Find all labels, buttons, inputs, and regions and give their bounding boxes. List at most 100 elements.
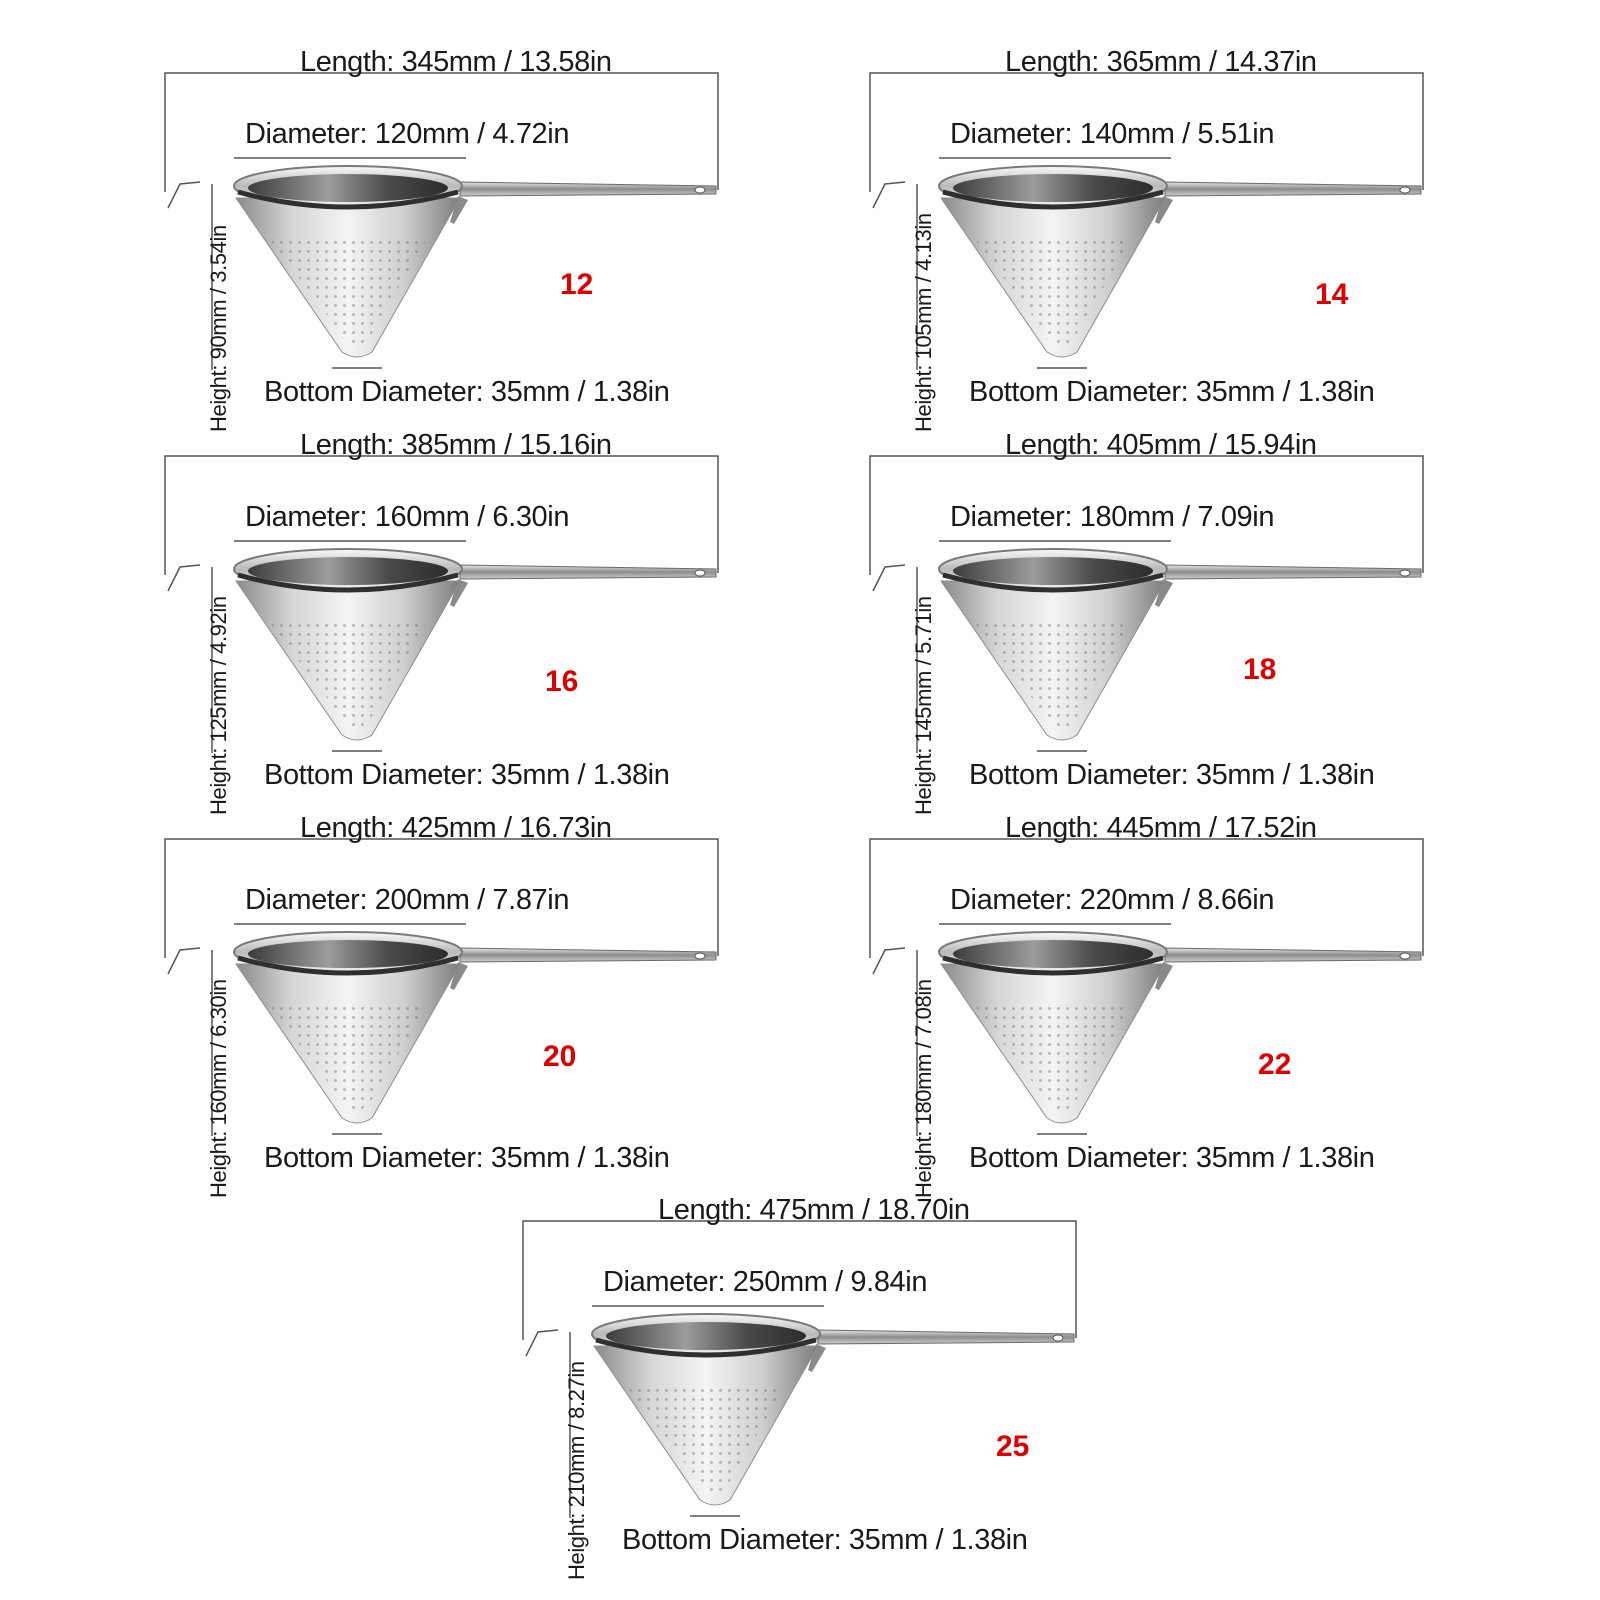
handle	[459, 181, 717, 197]
hanging-hole	[694, 186, 706, 194]
bottom-diameter-label: Bottom Diameter: 35mm / 1.38in	[969, 1142, 1375, 1174]
hanging-hole	[1399, 569, 1411, 577]
height-dimension-corner	[872, 947, 906, 975]
bowl-interior	[953, 940, 1153, 968]
diameter-label: Diameter: 180mm / 7.09in	[950, 501, 1275, 533]
bottom-diameter-label: Bottom Diameter: 35mm / 1.38in	[264, 376, 670, 408]
rest-hook	[1155, 579, 1173, 607]
conical-strainer-icon	[869, 72, 1424, 370]
hanging-hole	[694, 952, 706, 960]
bowl-interior	[248, 174, 448, 202]
size-number: 14	[1315, 278, 1349, 311]
diameter-label: Diameter: 120mm / 4.72in	[245, 118, 570, 150]
rim-band	[942, 572, 1164, 593]
diameter-label: Diameter: 220mm / 8.66in	[950, 884, 1275, 916]
diameter-label: Diameter: 200mm / 7.87in	[245, 884, 570, 916]
length-label: Length: 445mm / 17.52in	[1005, 812, 1317, 844]
bowl-interior	[248, 557, 448, 585]
size-number: 20	[543, 1040, 577, 1073]
rim-band	[942, 189, 1164, 210]
height-label: Height: 125mm / 4.92in	[206, 596, 231, 815]
rest-hook	[1155, 962, 1173, 990]
handle	[459, 564, 717, 580]
handle	[1164, 181, 1422, 197]
handle	[817, 1329, 1075, 1345]
size-panel-18: Length: 405mm / 15.94in Diameter: 180mm …	[865, 423, 1485, 815]
rest-hook	[450, 579, 468, 607]
length-dimension-line	[164, 838, 719, 958]
hanging-hole	[694, 569, 706, 577]
height-label: Height: 105mm / 4.13in	[911, 213, 936, 432]
height-label: Height: 210mm / 8.27in	[564, 1361, 589, 1580]
conical-strainer-icon	[164, 72, 719, 370]
perforation	[270, 240, 426, 344]
size-panel-16: Length: 385mm / 15.16in Diameter: 160mm …	[160, 423, 780, 815]
rest-hook	[808, 1344, 826, 1372]
rest-hook	[450, 962, 468, 990]
handle	[1164, 947, 1422, 963]
rim-band	[237, 572, 459, 593]
bowl-interior	[953, 174, 1153, 202]
height-label: Height: 90mm / 3.54in	[206, 225, 231, 432]
size-number: 12	[560, 268, 594, 301]
height-label: Height: 180mm / 7.08in	[911, 979, 936, 1198]
length-dimension-line	[869, 838, 1424, 958]
length-dimension-line	[869, 72, 1424, 192]
height-dimension-corner	[525, 1329, 559, 1357]
length-label: Length: 365mm / 14.37in	[1005, 46, 1317, 78]
bowl-interior	[953, 557, 1153, 585]
height-dimension-corner	[167, 564, 201, 592]
conical-strainer-icon	[164, 838, 719, 1136]
handle	[459, 947, 717, 963]
bowl-interior	[606, 1322, 806, 1350]
conical-strainer-icon	[522, 1220, 1077, 1518]
height-label: Height: 160mm / 6.30in	[206, 979, 231, 1198]
hanging-hole	[1399, 952, 1411, 960]
rim-band	[237, 189, 459, 210]
length-label: Length: 405mm / 15.94in	[1005, 429, 1317, 461]
rest-hook	[450, 196, 468, 224]
perforation	[975, 1006, 1131, 1110]
size-number: 22	[1258, 1048, 1292, 1081]
length-label: Length: 345mm / 13.58in	[300, 46, 612, 78]
bottom-diameter-label: Bottom Diameter: 35mm / 1.38in	[264, 759, 670, 791]
length-dimension-line	[869, 455, 1424, 575]
height-dimension-corner	[167, 181, 201, 209]
hanging-hole	[1052, 1334, 1064, 1342]
size-panel-20: Length: 425mm / 16.73in Diameter: 200mm …	[160, 806, 780, 1198]
length-label: Length: 425mm / 16.73in	[300, 812, 612, 844]
conical-strainer-icon	[869, 838, 1424, 1136]
diameter-label: Diameter: 250mm / 9.84in	[603, 1266, 928, 1298]
diameter-label: Diameter: 160mm / 6.30in	[245, 501, 570, 533]
length-dimension-line	[164, 455, 719, 575]
bottom-diameter-label: Bottom Diameter: 35mm / 1.38in	[969, 376, 1375, 408]
bottom-diameter-label: Bottom Diameter: 35mm / 1.38in	[622, 1524, 1028, 1556]
size-panel-25: Length: 475mm / 18.70in Diameter: 250mm …	[518, 1188, 1138, 1580]
conical-strainer-icon	[164, 455, 719, 753]
height-label: Height: 145mm / 5.71in	[911, 596, 936, 815]
length-dimension-line	[164, 72, 719, 192]
size-number: 18	[1243, 653, 1277, 686]
height-dimension-corner	[872, 564, 906, 592]
perforation	[270, 623, 426, 727]
rim-band	[595, 1337, 817, 1358]
rim-band	[237, 955, 459, 976]
bottom-diameter-label: Bottom Diameter: 35mm / 1.38in	[969, 759, 1375, 791]
perforation	[270, 1006, 426, 1110]
bottom-diameter-label: Bottom Diameter: 35mm / 1.38in	[264, 1142, 670, 1174]
perforation	[975, 623, 1131, 727]
diameter-label: Diameter: 140mm / 5.51in	[950, 118, 1275, 150]
length-dimension-line	[522, 1220, 1077, 1340]
bowl-interior	[248, 940, 448, 968]
rim-band	[942, 955, 1164, 976]
handle	[1164, 564, 1422, 580]
height-dimension-corner	[872, 181, 906, 209]
height-dimension-corner	[167, 947, 201, 975]
size-panel-12: Length: 345mm / 13.58in Diameter: 120mm …	[160, 40, 780, 432]
perforation	[628, 1388, 784, 1492]
size-number: 16	[545, 665, 579, 698]
perforation	[975, 240, 1131, 344]
size-panel-14: Length: 365mm / 14.37in Diameter: 140mm …	[865, 40, 1485, 432]
length-label: Length: 385mm / 15.16in	[300, 429, 612, 461]
